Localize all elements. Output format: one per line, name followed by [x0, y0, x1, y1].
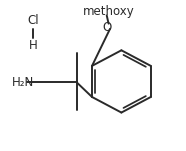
Text: methoxy: methoxy — [83, 5, 134, 18]
Text: H₂N: H₂N — [12, 76, 34, 89]
Text: Cl: Cl — [28, 14, 39, 27]
Text: H: H — [29, 39, 38, 52]
Text: O: O — [102, 21, 111, 34]
